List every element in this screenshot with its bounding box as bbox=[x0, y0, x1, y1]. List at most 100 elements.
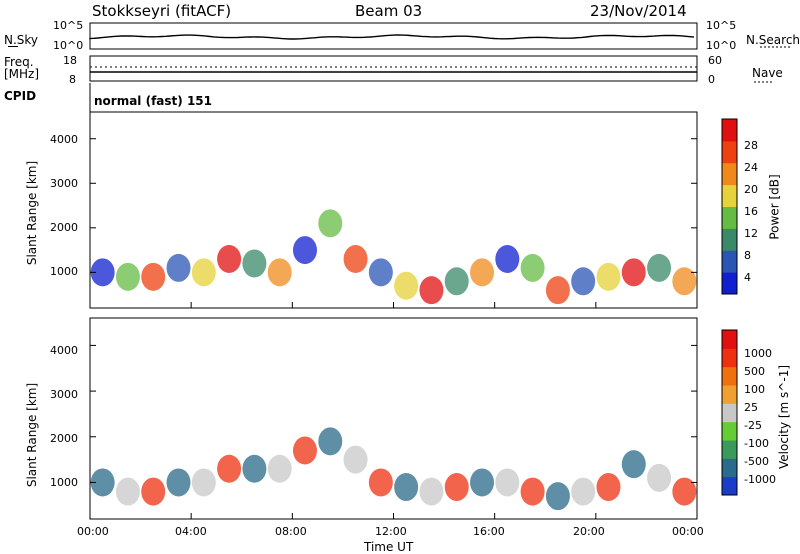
power-cbar-12: 12 bbox=[744, 227, 758, 240]
power-echo-22 bbox=[647, 253, 672, 282]
velocity-echo-8 bbox=[292, 436, 317, 465]
nsky-panel-frame bbox=[89, 22, 698, 50]
nsky-label: N.Sky bbox=[4, 33, 39, 47]
power-echo-23 bbox=[672, 267, 697, 296]
power-echo-18 bbox=[545, 276, 570, 305]
velocity-cbar-neg1000: -1000 bbox=[744, 473, 776, 486]
velocity-echo-10 bbox=[343, 445, 368, 474]
velocity-echo-0 bbox=[90, 468, 115, 497]
velocity-cbar-500: 500 bbox=[744, 365, 765, 378]
velocity-echo-21 bbox=[621, 450, 646, 479]
x-axis-label: Time UT bbox=[364, 540, 414, 554]
power-echo-11 bbox=[368, 258, 393, 287]
power-echo-2 bbox=[141, 262, 166, 291]
velocity-echo-18 bbox=[545, 482, 570, 511]
power-ytick-4000: 4000 bbox=[50, 133, 78, 146]
velocity-echo-12 bbox=[394, 473, 419, 502]
velocity-cbar-neg100: -100 bbox=[744, 437, 769, 450]
power-echo-8 bbox=[292, 236, 317, 265]
xtick-1200: 12:00 bbox=[375, 525, 407, 538]
power-colorbar-bin-4 bbox=[722, 184, 737, 207]
power-colorbar-frame bbox=[721, 118, 738, 295]
power-cbar-28: 28 bbox=[744, 139, 758, 152]
power-echo-21 bbox=[621, 258, 646, 287]
power-colorbar-bin-1 bbox=[722, 250, 737, 273]
velocity-ytick-2000: 2000 bbox=[50, 432, 78, 445]
power-colorbar-bin-2 bbox=[722, 228, 737, 251]
cpid-label: CPID bbox=[4, 89, 37, 103]
velocity-echo-20 bbox=[596, 473, 621, 502]
power-echo-10 bbox=[343, 245, 368, 273]
power-ytick-3000: 3000 bbox=[50, 177, 78, 190]
power-echo-19 bbox=[571, 267, 596, 296]
velocity-cbar-25: 25 bbox=[744, 401, 758, 414]
velocity-echo-3 bbox=[166, 468, 191, 497]
power-echo-5 bbox=[217, 245, 242, 273]
velocity-ytick-3000: 3000 bbox=[50, 388, 78, 401]
power-colorbar-bin-3 bbox=[722, 206, 737, 229]
power-echo-15 bbox=[470, 258, 495, 287]
nave-label: Nave bbox=[752, 66, 783, 80]
velocity-ytick-4000: 4000 bbox=[50, 344, 78, 357]
power-echo-1 bbox=[115, 262, 140, 291]
velocity-colorbar-bin-8 bbox=[722, 330, 737, 349]
power-echo-14 bbox=[444, 267, 469, 296]
power-echo-12 bbox=[394, 271, 419, 300]
velocity-echo-9 bbox=[318, 427, 343, 456]
freq-label: Freq. bbox=[4, 55, 34, 69]
power-echo-20 bbox=[596, 262, 621, 291]
velocity-echo-23 bbox=[672, 477, 697, 506]
power-cbar-8: 8 bbox=[744, 249, 751, 262]
power-echo-3 bbox=[166, 253, 191, 282]
nsky-right-bottom: 10^0 bbox=[706, 39, 737, 52]
freq-right-top: 60 bbox=[708, 54, 722, 67]
power-echo-16 bbox=[495, 245, 520, 273]
power-echo-13 bbox=[419, 276, 444, 305]
beam-title: Beam 03 bbox=[355, 2, 423, 20]
xtick-0800: 08:00 bbox=[275, 525, 307, 538]
velocity-echo-14 bbox=[444, 473, 469, 502]
freq-left-top: 18 bbox=[63, 54, 77, 67]
power-cbar-4: 4 bbox=[744, 271, 751, 284]
freq-right-bottom: 0 bbox=[708, 73, 715, 86]
power-echo-6 bbox=[242, 249, 267, 278]
power-echo-9 bbox=[318, 209, 343, 238]
velocity-colorbar-bin-5 bbox=[722, 385, 737, 404]
velocity-echo-4 bbox=[191, 468, 216, 497]
velocity-echo-7 bbox=[267, 454, 292, 483]
power-echo-0 bbox=[90, 258, 115, 287]
date-title: 23/Nov/2014 bbox=[590, 2, 687, 20]
power-cbar-16: 16 bbox=[744, 205, 758, 218]
freq-left-bottom: 8 bbox=[69, 73, 76, 86]
xtick-2000: 20:00 bbox=[573, 525, 605, 538]
velocity-echo-16 bbox=[495, 468, 520, 497]
power-colorbar-bin-0 bbox=[722, 272, 737, 295]
velocity-colorbar-bin-2 bbox=[722, 440, 737, 459]
power-cbar-24: 24 bbox=[744, 161, 758, 174]
power-colorbar-bin-5 bbox=[722, 162, 737, 186]
nsky-trace bbox=[89, 34, 695, 40]
velocity-echo-13 bbox=[419, 477, 444, 506]
velocity-echo-19 bbox=[571, 477, 596, 506]
cpid-value: normal (fast) 151 bbox=[94, 94, 212, 108]
nsky-left-top: 10^5 bbox=[53, 19, 84, 32]
power-colorbar-bin-6 bbox=[722, 140, 737, 164]
velocity-echo-6 bbox=[242, 454, 267, 483]
velocity-echo-17 bbox=[520, 477, 545, 506]
velocity-echo-11 bbox=[368, 468, 393, 497]
power-ytick-1000: 1000 bbox=[50, 265, 78, 278]
velocity-cbar-1000: 1000 bbox=[744, 347, 772, 360]
power-echo-7 bbox=[267, 258, 292, 287]
velocity-echo-1 bbox=[115, 477, 140, 506]
velocity-colorbar-bin-3 bbox=[722, 421, 737, 441]
velocity-colorbar-bin-4 bbox=[722, 403, 737, 423]
station-title: Stokkseyri (fitACF) bbox=[92, 2, 232, 20]
power-colorbar-bin-7 bbox=[722, 119, 737, 142]
velocity-cbar-100: 100 bbox=[744, 383, 765, 396]
velocity-echo-2 bbox=[141, 477, 166, 506]
velocity-colorbar-bin-7 bbox=[722, 348, 737, 368]
xtick-0000-end: 00:00 bbox=[672, 525, 704, 538]
nsky-underline bbox=[8, 46, 18, 47]
nsearch-label: N.Search bbox=[746, 33, 800, 47]
